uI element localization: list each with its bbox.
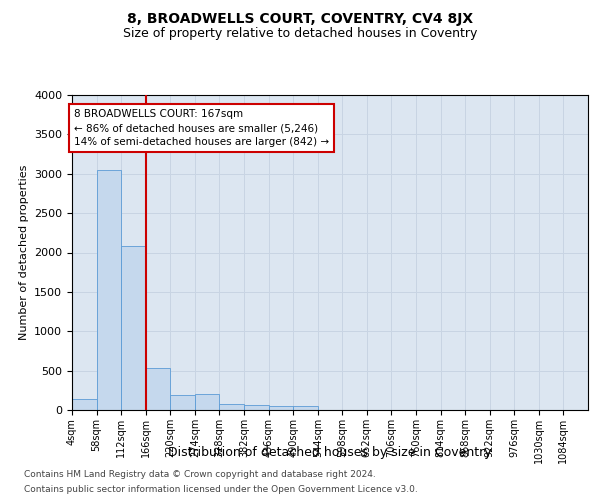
- Bar: [72, 399, 97, 410]
- Text: Contains HM Land Registry data © Crown copyright and database right 2024.: Contains HM Land Registry data © Crown c…: [24, 470, 376, 479]
- Text: Distribution of detached houses by size in Coventry: Distribution of detached houses by size …: [168, 446, 492, 459]
- Bar: [269, 406, 293, 410]
- Y-axis label: Number of detached properties: Number of detached properties: [19, 165, 29, 340]
- Bar: [220, 404, 244, 410]
- Text: Contains public sector information licensed under the Open Government Licence v3: Contains public sector information licen…: [24, 485, 418, 494]
- Bar: [195, 394, 220, 410]
- Bar: [244, 405, 269, 410]
- Bar: [121, 246, 146, 410]
- Text: 8 BROADWELLS COURT: 167sqm
← 86% of detached houses are smaller (5,246)
14% of s: 8 BROADWELLS COURT: 167sqm ← 86% of deta…: [74, 109, 329, 147]
- Bar: [293, 406, 318, 410]
- Text: Size of property relative to detached houses in Coventry: Size of property relative to detached ho…: [123, 28, 477, 40]
- Text: 8, BROADWELLS COURT, COVENTRY, CV4 8JX: 8, BROADWELLS COURT, COVENTRY, CV4 8JX: [127, 12, 473, 26]
- Bar: [97, 170, 121, 410]
- Bar: [146, 368, 170, 410]
- Bar: [170, 394, 195, 410]
